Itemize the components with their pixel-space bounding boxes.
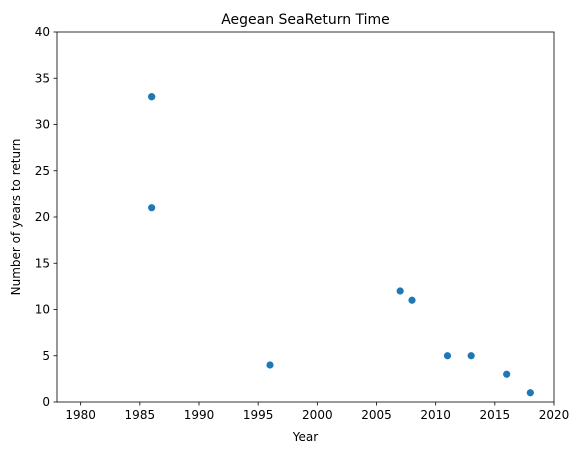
data-point [526, 389, 534, 397]
data-point [408, 296, 416, 304]
x-tick-label: 1995 [243, 408, 274, 422]
y-tick-label: 15 [35, 256, 50, 270]
y-tick-label: 40 [35, 25, 50, 39]
data-point [443, 352, 452, 360]
data-point [148, 204, 156, 212]
x-axis-title: Year [292, 430, 318, 444]
x-tick-label: 2000 [302, 408, 333, 422]
x-axis: 1980 1985 1990 1995 2000 2005 2010 2015 2020 [65, 402, 569, 422]
plot-frame [56, 31, 555, 403]
x-tick-label: 2005 [361, 408, 392, 422]
data-point [148, 93, 156, 101]
data-point [266, 361, 274, 369]
data-point [396, 287, 404, 295]
plot-area [56, 31, 555, 403]
y-tick-label: 10 [35, 303, 50, 317]
data-points [148, 93, 534, 397]
x-tick-label: 2015 [480, 408, 511, 422]
data-point [467, 352, 475, 360]
y-tick-label: 5 [42, 349, 50, 363]
y-tick-label: 35 [35, 71, 50, 85]
x-tick-label: 2010 [420, 408, 451, 422]
y-axis: 0 5 10 15 20 25 30 35 40 [35, 25, 57, 409]
y-tick-label: 0 [42, 395, 50, 409]
chart-title: Aegean SeaReturn Time [221, 12, 390, 28]
y-tick-label: 20 [35, 210, 50, 224]
x-tick-label: 1990 [184, 408, 215, 422]
y-tick-label: 30 [35, 118, 50, 132]
y-tick-label: 25 [35, 164, 50, 178]
data-point [503, 370, 511, 378]
x-tick-label: 1985 [125, 408, 156, 422]
x-tick-label: 1980 [65, 408, 96, 422]
x-tick-label: 2020 [539, 408, 570, 422]
y-axis-title: Number of years to return [9, 139, 23, 296]
